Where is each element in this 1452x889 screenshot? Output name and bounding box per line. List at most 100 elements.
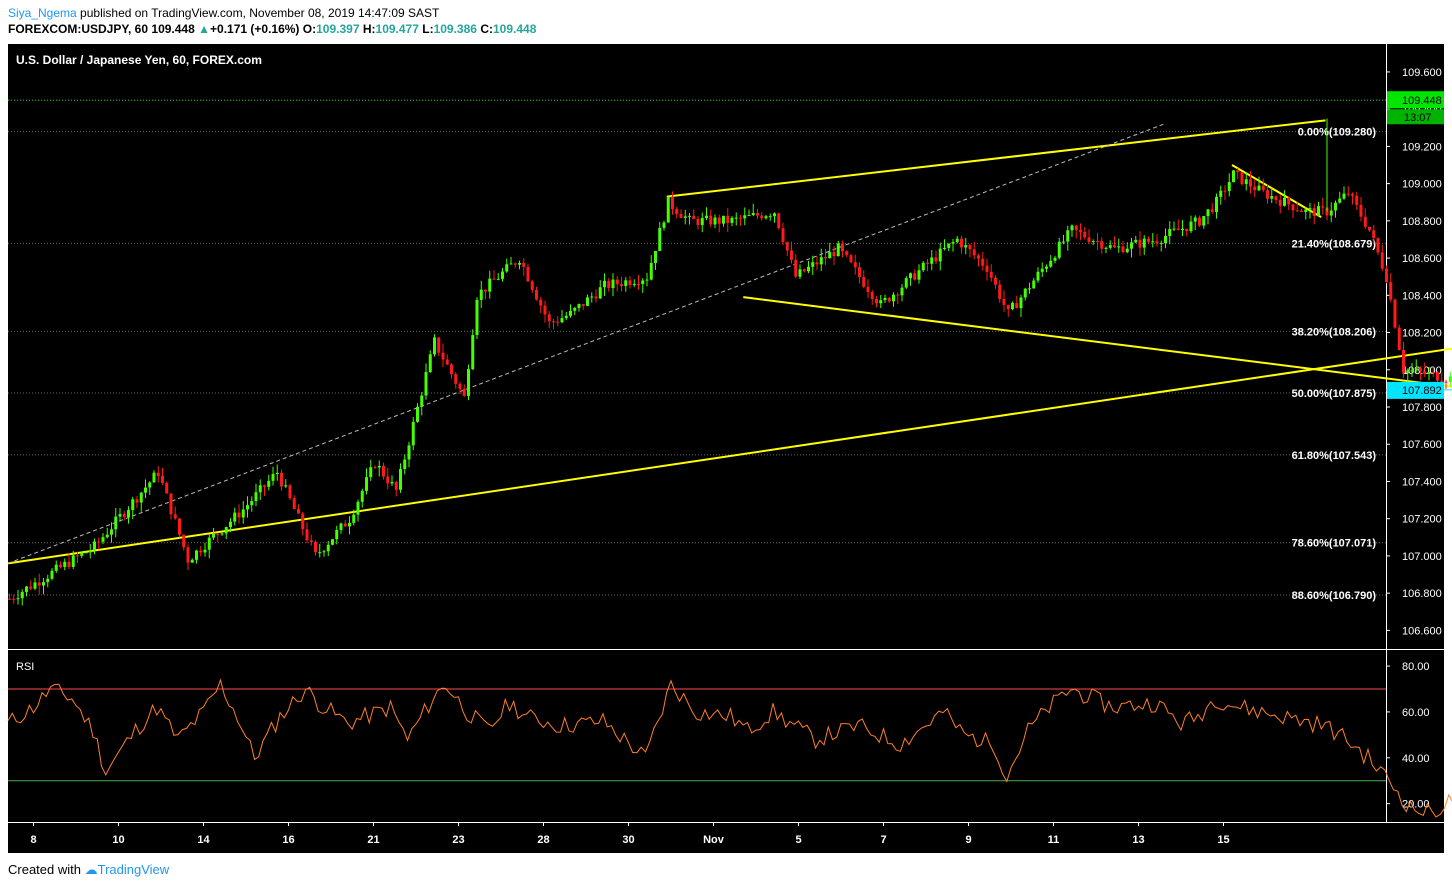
candle-body	[603, 280, 606, 288]
candle-body	[1028, 288, 1031, 290]
rsi-tick-label: 80.00	[1402, 661, 1430, 673]
candle-body	[1321, 206, 1325, 208]
candle-body	[173, 514, 177, 519]
candle-body	[858, 267, 861, 278]
candle-body	[356, 501, 360, 515]
x-tick-label: 10	[112, 834, 124, 846]
candle-body	[1130, 242, 1133, 249]
candle-body	[1113, 245, 1116, 248]
candle-body	[960, 238, 963, 248]
candle-body	[1125, 248, 1129, 253]
candle-body	[1087, 237, 1091, 243]
candle-body	[989, 271, 993, 278]
candle-body	[1385, 268, 1388, 283]
candle-body	[80, 552, 84, 556]
candle-body	[875, 298, 878, 304]
candle-body	[394, 481, 398, 490]
candle-body	[696, 218, 700, 225]
candle-body	[1266, 190, 1269, 199]
up-arrow-icon: ▲	[198, 22, 211, 36]
candle-body	[305, 529, 309, 541]
x-axis-area	[8, 823, 1444, 853]
candle-body	[237, 512, 241, 518]
candle-body	[169, 493, 173, 515]
candle-body	[1091, 241, 1095, 243]
candle-body	[148, 482, 152, 488]
candle-body	[1151, 241, 1155, 243]
candle-body	[1172, 228, 1176, 230]
candle-body	[288, 485, 292, 499]
candle-body	[71, 555, 75, 567]
candle-body	[624, 280, 628, 286]
y-tick-label: 108.400	[1402, 290, 1442, 302]
candle-body	[760, 215, 764, 219]
candle-body	[33, 582, 37, 589]
candle-body	[581, 304, 585, 306]
candle-body	[832, 252, 836, 257]
candle-body	[1198, 217, 1201, 226]
level-tag	[1387, 381, 1444, 399]
trendline	[7, 123, 1165, 564]
candle-body	[224, 527, 228, 534]
candle-body	[1410, 370, 1414, 372]
candle-body	[186, 547, 190, 563]
candle-body	[637, 284, 640, 286]
y-tick-label: 108.600	[1402, 253, 1442, 265]
candle-body	[1045, 266, 1048, 269]
candle-body	[1346, 193, 1350, 195]
candle-body	[339, 523, 343, 530]
candle-body	[1444, 381, 1448, 383]
candle-body	[790, 250, 793, 260]
candle-body	[1249, 179, 1252, 187]
candle-body	[972, 249, 976, 256]
candle-body	[594, 296, 598, 299]
candle-body	[390, 481, 394, 484]
y-tick-label: 109.200	[1402, 141, 1442, 153]
candle-body	[1334, 202, 1337, 211]
candle-body	[467, 369, 470, 396]
candle-body	[373, 467, 377, 469]
candle-body	[1164, 235, 1167, 243]
candle-body	[377, 465, 381, 468]
rsi-line	[7, 678, 1452, 818]
candle-body	[1142, 238, 1146, 248]
trendline	[7, 347, 1452, 565]
author-link[interactable]: Siya_Ngema	[8, 6, 77, 20]
y-tick-label: 107.000	[1402, 551, 1442, 563]
candle-body	[569, 310, 572, 316]
candle-body	[131, 499, 135, 511]
candle-body	[284, 485, 288, 487]
candle-body	[662, 222, 666, 228]
candle-body	[246, 505, 249, 510]
candle-body	[611, 279, 615, 289]
candle-body	[917, 270, 921, 280]
footer: Created with ☁TradingView	[8, 862, 169, 878]
rsi-tick-label: 60.00	[1402, 707, 1430, 719]
candle-body	[1219, 190, 1223, 197]
candle-body	[505, 264, 509, 272]
candle-body	[1147, 238, 1150, 242]
candle-body	[365, 477, 368, 491]
candle-body	[271, 474, 275, 481]
candle-body	[165, 482, 169, 494]
candle-body	[1261, 185, 1265, 191]
candle-body	[135, 499, 139, 503]
candle-body	[16, 598, 20, 600]
candle-body	[292, 498, 296, 510]
trendline	[1231, 164, 1322, 218]
candle-body	[1329, 210, 1333, 216]
tradingview-link[interactable]: TradingView	[97, 862, 170, 877]
candle-body	[1270, 196, 1274, 199]
candle-body	[1096, 241, 1099, 243]
candle-body	[88, 550, 92, 553]
candle-body	[577, 304, 581, 308]
candle-body	[1423, 371, 1427, 374]
candle-body	[955, 238, 959, 243]
candle-body	[1448, 376, 1452, 382]
candle-body	[1002, 298, 1006, 305]
fib-level-label: 21.40%(108.679)	[1292, 238, 1377, 250]
candle-body	[756, 212, 759, 216]
candle-body	[1308, 208, 1312, 210]
candle-body	[943, 247, 946, 249]
